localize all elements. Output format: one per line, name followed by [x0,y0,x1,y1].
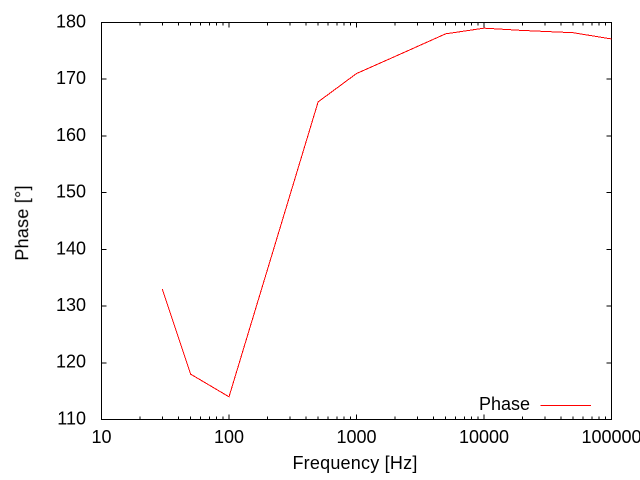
svg-text:Phase: Phase [479,394,530,414]
svg-text:140: 140 [56,238,86,258]
svg-text:150: 150 [56,182,86,202]
svg-text:110: 110 [57,408,86,428]
svg-text:180: 180 [56,11,86,31]
svg-text:160: 160 [56,125,86,145]
svg-text:1000: 1000 [336,427,376,447]
svg-text:170: 170 [56,68,86,88]
svg-text:10: 10 [91,427,111,447]
svg-text:10000: 10000 [459,427,509,447]
svg-text:100: 100 [214,427,244,447]
svg-text:100000: 100000 [581,427,640,447]
svg-text:Phase [°]: Phase [°] [12,185,32,261]
svg-text:130: 130 [56,295,86,315]
svg-text:Frequency [Hz]: Frequency [Hz] [292,453,417,473]
svg-text:120: 120 [56,352,86,372]
